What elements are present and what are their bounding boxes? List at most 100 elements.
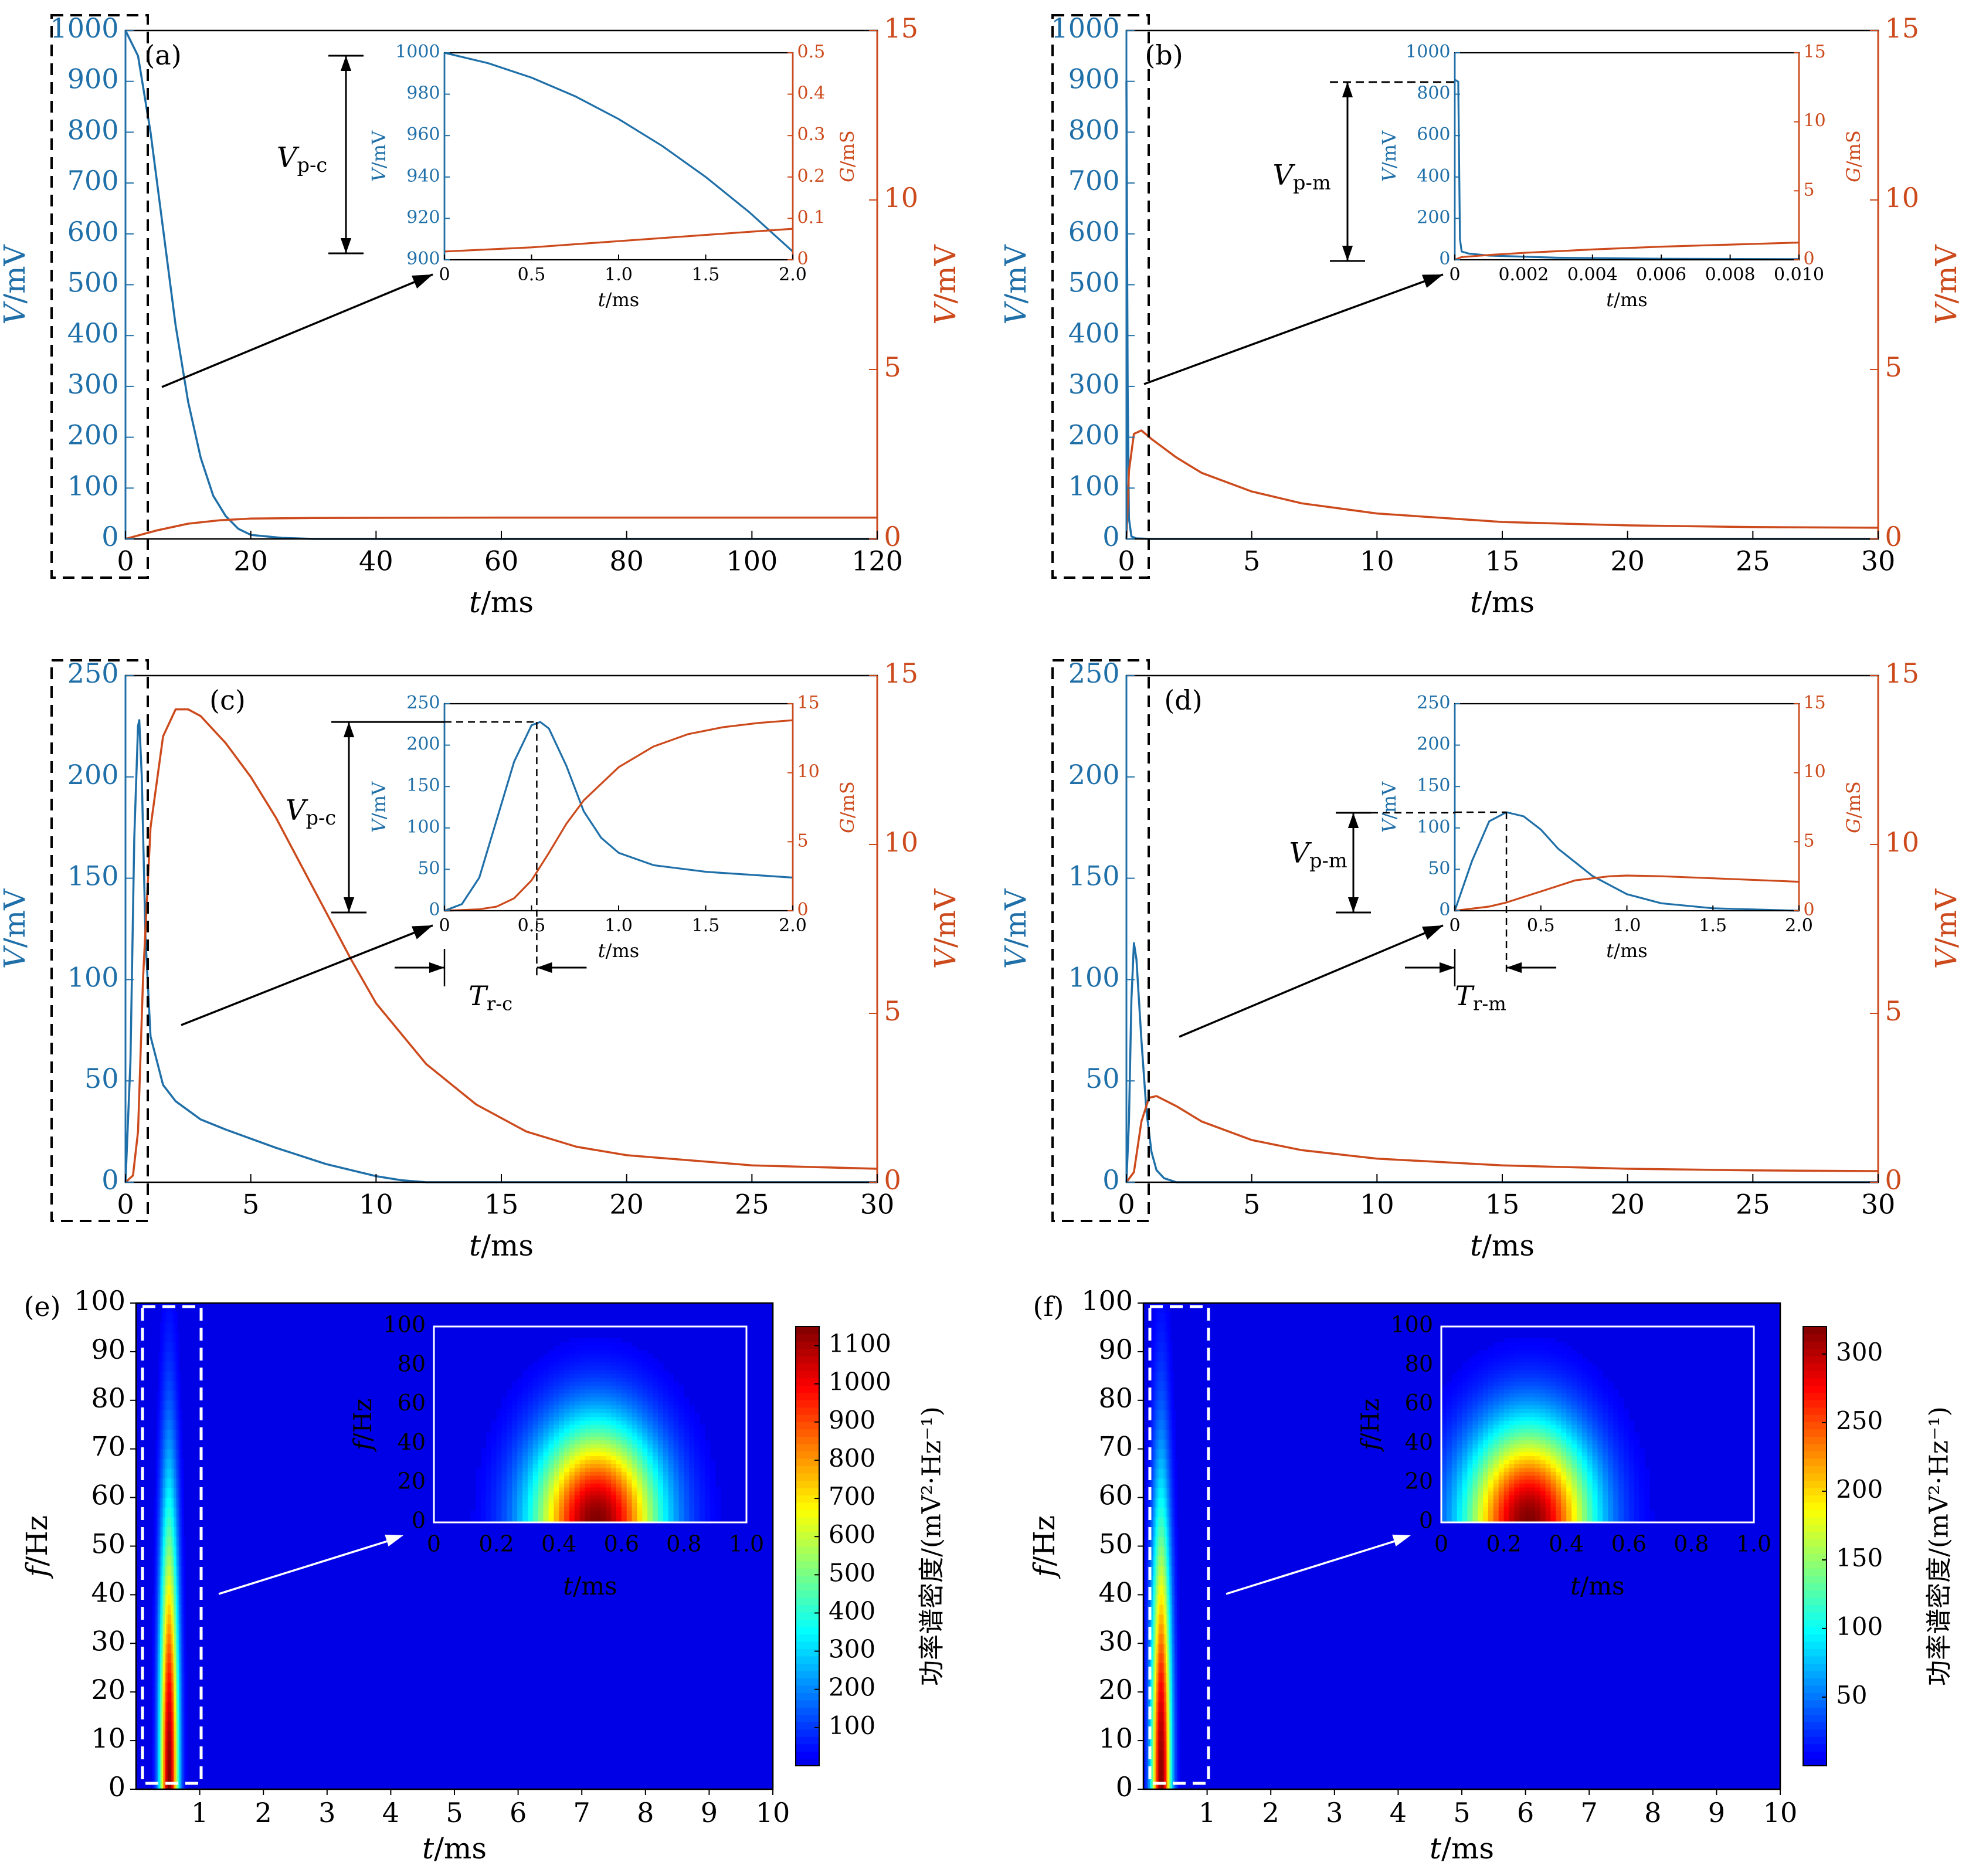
inset-cell: [517, 1495, 523, 1500]
y-tick-label: 0: [429, 900, 440, 920]
inset-cell: [1525, 1405, 1530, 1409]
inset-cell: [1467, 1381, 1473, 1386]
y-tick-label: 50: [91, 1528, 125, 1560]
inset-cell: [548, 1432, 554, 1437]
inset-cell: [517, 1518, 523, 1523]
inset-cell: [621, 1400, 627, 1406]
inset-cell: [569, 1365, 575, 1370]
spectrogram-cell: [1159, 1721, 1162, 1732]
spectrogram-cell: [182, 1517, 185, 1527]
inset-cell: [476, 1514, 481, 1519]
inset-cell: [694, 1456, 700, 1460]
inset-cell: [501, 1467, 507, 1472]
spectrogram-cell: [1156, 1673, 1159, 1683]
inset-cell: [564, 1507, 570, 1511]
spectrogram-cell: [175, 1663, 178, 1673]
inset-cell: [1519, 1495, 1525, 1500]
inset-cell: [595, 1440, 601, 1444]
inset-cell: [637, 1420, 643, 1425]
inset-cell: [569, 1353, 575, 1359]
spectrogram-cell: [158, 1478, 161, 1488]
inset-cell: [1472, 1518, 1478, 1523]
plot-frame: [443, 703, 794, 912]
spectrogram-cell: [153, 1769, 156, 1780]
inset-cell: [569, 1475, 575, 1480]
spectrogram-cell: [1155, 1312, 1157, 1323]
spectrogram-cell: [174, 1497, 176, 1508]
inset-cell: [559, 1416, 565, 1421]
spectrogram-cell: [158, 1750, 161, 1760]
spectrogram-cell: [157, 1741, 159, 1751]
spectrogram-cell: [1166, 1439, 1168, 1450]
inset-cell: [574, 1514, 581, 1519]
inset-cell: [585, 1389, 591, 1394]
inset-cell: [1493, 1342, 1499, 1346]
inset-cell: [606, 1463, 612, 1468]
inset-cell: [642, 1353, 648, 1359]
inset-cell: [1498, 1416, 1505, 1421]
inset-cell: [1467, 1451, 1473, 1457]
spectrogram-cell: [169, 1332, 172, 1342]
inset-cell: [621, 1362, 627, 1366]
spectrogram-cell: [157, 1692, 159, 1702]
inset-cell: [678, 1463, 684, 1468]
spectrogram-cell: [1178, 1701, 1181, 1712]
inset-cell: [496, 1491, 503, 1495]
spectrogram-cell: [1170, 1779, 1173, 1790]
inset-cell: [574, 1338, 581, 1343]
spectrogram-cell: [1167, 1439, 1170, 1450]
inset-cell: [653, 1479, 658, 1484]
inset-cell: [574, 1428, 581, 1433]
spectrogram-cell: [1170, 1633, 1173, 1644]
inset-cell: [1519, 1510, 1525, 1515]
inset-cell: [637, 1436, 643, 1441]
inset-cell: [663, 1502, 669, 1507]
spectrogram-cell: [179, 1488, 181, 1498]
spectrogram-cell: [159, 1692, 162, 1702]
inset-cell: [600, 1498, 606, 1504]
spectrogram-cell: [182, 1673, 185, 1683]
spectrogram-cell: [1155, 1721, 1157, 1732]
spectrogram-cell: [161, 1536, 164, 1547]
spectrogram-cell: [1155, 1624, 1157, 1634]
y2-tick-label: 15: [1885, 657, 1920, 689]
inset-cell: [637, 1400, 643, 1406]
inset-cell: [1478, 1432, 1484, 1437]
inset-cell: [710, 1495, 716, 1500]
inset-cell: [1451, 1491, 1458, 1495]
x-tick-label: 10: [1360, 1188, 1394, 1220]
spectrogram-cell: [1155, 1673, 1157, 1683]
spectrogram-cell: [174, 1711, 176, 1722]
spectrogram-cell: [1155, 1371, 1157, 1382]
spectrogram-cell: [1159, 1526, 1162, 1537]
inset-cell: [606, 1471, 612, 1476]
inset-cell: [606, 1365, 612, 1370]
spectrogram-cell: [1155, 1351, 1157, 1362]
inset-cell: [642, 1369, 648, 1374]
inset-cell: [559, 1350, 565, 1355]
spectrogram-cell: [172, 1536, 175, 1547]
y-tick-label: 200: [67, 759, 119, 791]
spectrogram-cell: [1159, 1575, 1162, 1586]
inset-cell: [476, 1483, 481, 1488]
inset-cell: [1446, 1502, 1452, 1507]
spectrogram-cell: [169, 1750, 172, 1760]
spectrogram-cell: [1169, 1633, 1171, 1644]
inset-cell: [1509, 1460, 1515, 1464]
inset-cell: [1503, 1491, 1510, 1495]
spectrogram-cell: [1156, 1604, 1159, 1615]
spectrogram-cell: [1155, 1643, 1157, 1654]
inset-cell: [1451, 1436, 1458, 1441]
inset-cell: [684, 1400, 690, 1406]
vpeak-arrow-head: [1342, 246, 1353, 261]
inset-cell: [606, 1409, 612, 1413]
spectrogram-cell: [177, 1643, 179, 1654]
inset-cell: [1493, 1514, 1499, 1519]
inset-cell: [611, 1467, 617, 1472]
inset-cell: [647, 1362, 653, 1366]
spectrogram-cell: [168, 1429, 170, 1440]
inset-cell: [1446, 1385, 1452, 1390]
spectrogram-cell: [1151, 1448, 1153, 1459]
spectrogram-cell: [1160, 1419, 1163, 1430]
inset-cell: [668, 1420, 674, 1425]
